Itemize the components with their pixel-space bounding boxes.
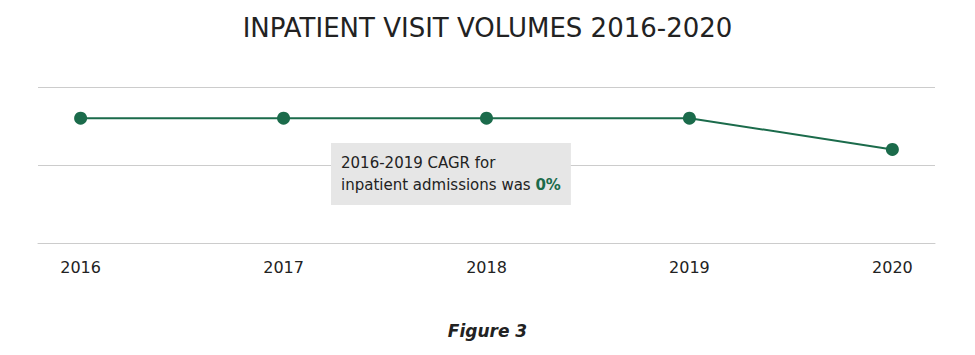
svg-text:2017: 2017 bbox=[263, 258, 304, 277]
svg-text:INPATIENT VISIT VOLUMES 2016-2: INPATIENT VISIT VOLUMES 2016-2020 bbox=[243, 13, 733, 43]
svg-text:inpatient admissions was: inpatient admissions was bbox=[341, 176, 535, 194]
svg-text:2016: 2016 bbox=[60, 258, 101, 277]
svg-text:2016-2019 CAGR for: 2016-2019 CAGR for bbox=[341, 154, 496, 172]
svg-text:Figure 3: Figure 3 bbox=[448, 321, 527, 341]
svg-text:2018: 2018 bbox=[466, 258, 507, 277]
svg-text:2019: 2019 bbox=[669, 258, 710, 277]
svg-text:2020: 2020 bbox=[872, 258, 913, 277]
svg-text:0%: 0% bbox=[535, 176, 560, 194]
